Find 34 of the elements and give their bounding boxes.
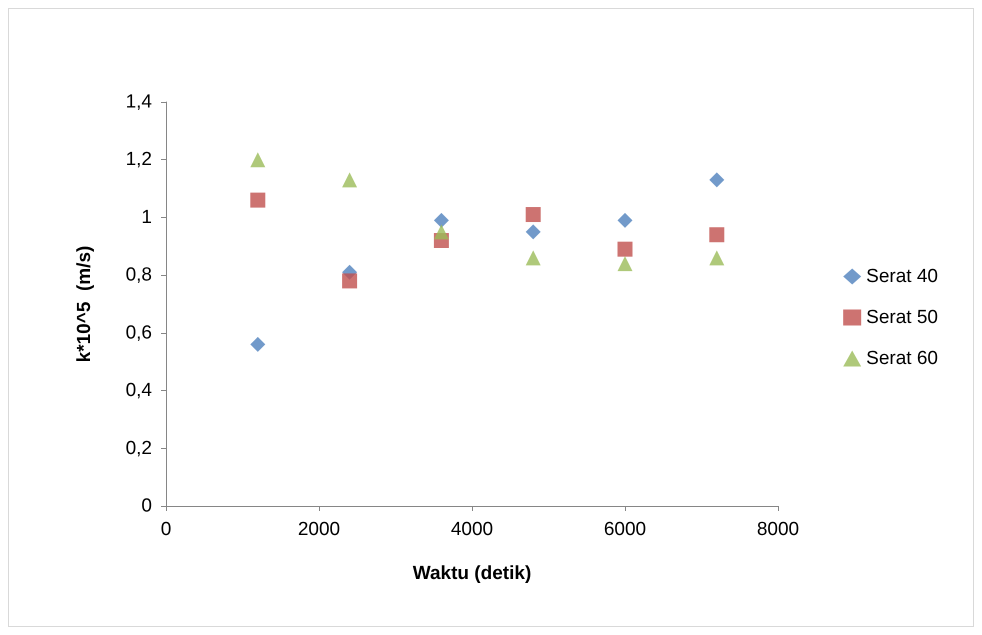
point [618, 256, 632, 272]
x-axis-title: Waktu (detik) [412, 563, 532, 584]
point [250, 152, 266, 168]
y-tick-label: 1,2 [126, 149, 152, 170]
x-tick-label: 6000 [604, 519, 646, 540]
legend-label: Serat 40 [866, 266, 938, 287]
y-tick-label: 1,4 [126, 92, 152, 112]
point [709, 250, 724, 266]
y-axis-title: k*10^5 (m/s) [74, 246, 95, 362]
point [526, 207, 541, 222]
point [342, 172, 358, 188]
point [434, 224, 449, 240]
x-tick-label: 0 [160, 519, 172, 540]
point [618, 212, 632, 228]
y-tick-label: 0,2 [126, 438, 152, 459]
point [434, 212, 449, 228]
x-tick-label: 2000 [298, 519, 340, 540]
point [709, 227, 724, 242]
y-tick-label: 0,4 [126, 380, 152, 402]
x-tick-label: 8000 [756, 519, 800, 540]
point [526, 224, 541, 240]
x-tick-label: 4000 [450, 519, 494, 540]
y-tick-label: 0 [141, 496, 152, 516]
legend-label: Serat 50 [866, 307, 938, 328]
y-tick-label: 0,8 [126, 264, 152, 286]
point [250, 336, 266, 352]
legend-label: Serat 60 [866, 348, 938, 369]
y-tick-label: 0,6 [126, 322, 152, 344]
point [526, 250, 541, 266]
point [618, 242, 632, 257]
point [250, 192, 266, 208]
y-tick-label: 1 [141, 206, 152, 228]
point [342, 273, 358, 288]
point [709, 172, 724, 188]
